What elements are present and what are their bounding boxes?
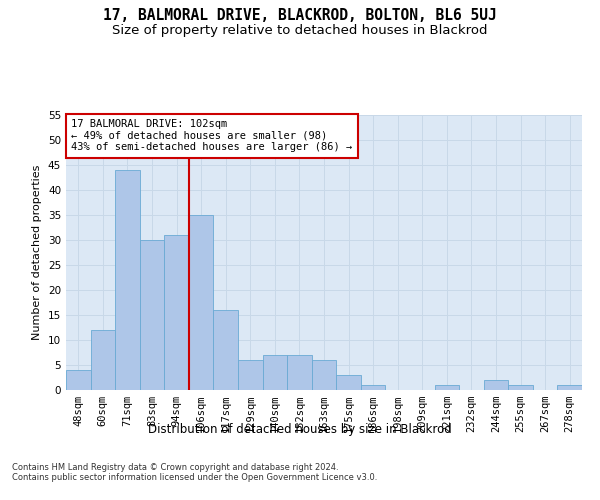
Text: 17, BALMORAL DRIVE, BLACKROD, BOLTON, BL6 5UJ: 17, BALMORAL DRIVE, BLACKROD, BOLTON, BL…: [103, 8, 497, 22]
Bar: [238, 360, 263, 390]
Y-axis label: Number of detached properties: Number of detached properties: [32, 165, 43, 340]
Bar: [189, 215, 214, 390]
Text: Contains public sector information licensed under the Open Government Licence v3: Contains public sector information licen…: [12, 472, 377, 482]
Text: Contains HM Land Registry data © Crown copyright and database right 2024.: Contains HM Land Registry data © Crown c…: [12, 462, 338, 471]
Text: 17 BALMORAL DRIVE: 102sqm
← 49% of detached houses are smaller (98)
43% of semi-: 17 BALMORAL DRIVE: 102sqm ← 49% of detac…: [71, 119, 352, 152]
Bar: [164, 235, 189, 390]
Bar: [312, 360, 336, 390]
Bar: [336, 375, 361, 390]
Bar: [361, 385, 385, 390]
Bar: [508, 385, 533, 390]
Bar: [66, 370, 91, 390]
Text: Distribution of detached houses by size in Blackrod: Distribution of detached houses by size …: [148, 422, 452, 436]
Bar: [484, 380, 508, 390]
Text: Size of property relative to detached houses in Blackrod: Size of property relative to detached ho…: [112, 24, 488, 37]
Bar: [263, 355, 287, 390]
Bar: [140, 240, 164, 390]
Bar: [214, 310, 238, 390]
Bar: [557, 385, 582, 390]
Bar: [115, 170, 140, 390]
Bar: [434, 385, 459, 390]
Bar: [91, 330, 115, 390]
Bar: [287, 355, 312, 390]
